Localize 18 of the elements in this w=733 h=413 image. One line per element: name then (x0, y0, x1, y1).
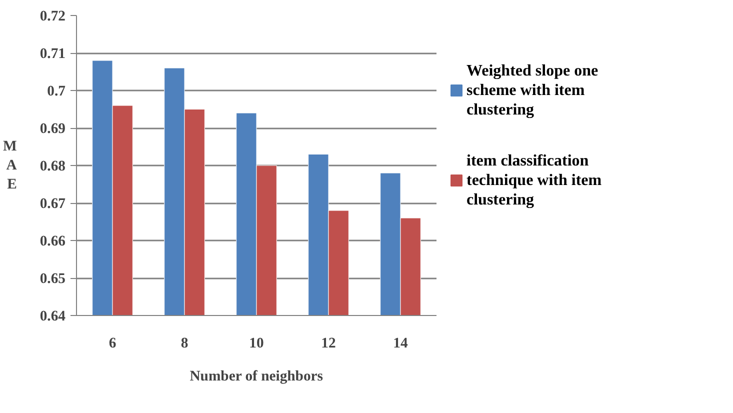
x-tick-label: 6 (108, 336, 116, 352)
y-tick-label: 0.64 (40, 308, 66, 324)
y-tick-label: 0.67 (40, 196, 66, 212)
x-axis-title: Number of neighbors (190, 368, 324, 384)
x-tick-label: 12 (321, 336, 336, 352)
y-tick-label: 0.69 (40, 121, 66, 137)
y-tick-label: 0.66 (40, 234, 66, 250)
y-tick-label: 0.7 (47, 84, 66, 100)
legend-label: item classification technique with item clustering (466, 152, 602, 209)
x-tick-label: 8 (180, 336, 188, 352)
y-tick-label: 0.65 (40, 271, 66, 287)
y-tick-label: 0.72 (40, 8, 66, 24)
x-tick-label: 14 (393, 336, 408, 352)
y-tick-label: 0.68 (40, 158, 66, 174)
legend-label: Weighted slope one scheme with item clustering (466, 62, 598, 119)
x-tick-label: 10 (249, 336, 264, 352)
y-axis-title: MAE (3, 138, 18, 193)
y-tick-label: 0.71 (40, 46, 66, 62)
